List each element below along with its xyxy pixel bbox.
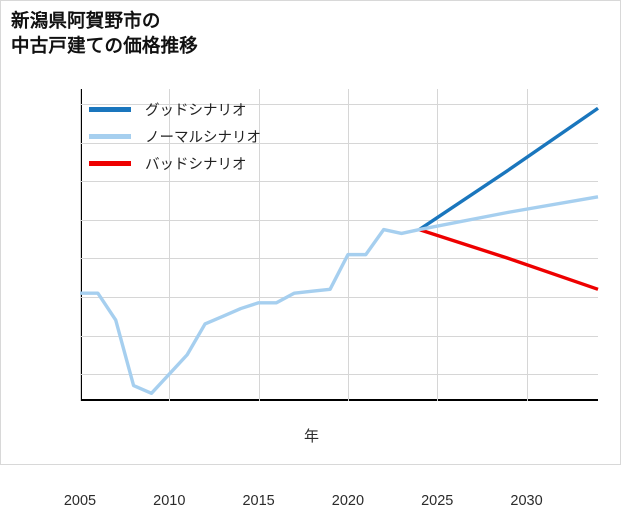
- gridline-horizontal: [80, 258, 598, 260]
- chart-title-line-1: 新潟県阿賀野市の: [11, 10, 161, 31]
- series-line-bad: [418, 227, 599, 291]
- gridline-vertical: [526, 89, 528, 401]
- x-tick-label: 2020: [331, 493, 365, 509]
- y-axis-label-suffix: ) 単価 (万円): [0, 98, 1, 181]
- gridline-horizontal: [80, 374, 598, 376]
- gridline-horizontal: [80, 335, 598, 337]
- gridline-vertical: [347, 89, 349, 401]
- gridline-horizontal: [80, 219, 598, 221]
- chart-legend: グッドシナリオ ノーマルシナリオ バッドシナリオ: [89, 96, 261, 177]
- x-tick-label: 2030: [510, 493, 543, 509]
- series-line-normal: [80, 195, 599, 395]
- y-axis-label: 坪 (3.3m2) 単価 (万円): [0, 98, 2, 245]
- legend-color-swatch: [89, 161, 131, 166]
- gridline-vertical: [258, 89, 260, 401]
- x-tick-label: 2015: [242, 493, 275, 509]
- legend-item-label: バッドシナリオ: [145, 157, 247, 173]
- plot-frame: [80, 89, 598, 401]
- gridline-vertical: [80, 89, 81, 401]
- chart-series-svg: [80, 106, 599, 395]
- legend-item[interactable]: グッドシナリオ: [89, 96, 261, 123]
- legend-color-swatch: [89, 107, 131, 112]
- gridline-horizontal: [80, 104, 598, 106]
- series-line-good: [418, 106, 599, 232]
- chart-title: 新潟県阿賀野市の 中古戸建ての価格推移: [11, 9, 511, 59]
- legend-item-label: グッドシナリオ: [145, 103, 247, 119]
- chart-title-line-2: 中古戸建ての価格推移: [11, 34, 199, 56]
- gridline-horizontal: [80, 142, 598, 144]
- x-tick-label: 2025: [421, 493, 454, 509]
- x-tick-label: 2005: [63, 493, 97, 509]
- gridline-vertical: [437, 89, 439, 401]
- legend-item[interactable]: バッドシナリオ: [89, 150, 261, 177]
- x-tick-label: 2010: [153, 493, 186, 509]
- gridline-horizontal: [80, 181, 598, 183]
- x-axis-label: 年: [303, 428, 319, 445]
- legend-color-swatch: [89, 134, 131, 139]
- y-axis-label-prefix: 坪 (3.3m: [0, 187, 1, 245]
- gridline-horizontal: [80, 297, 598, 298]
- legend-item[interactable]: ノーマルシナリオ: [89, 123, 261, 150]
- gridline-vertical: [169, 89, 171, 401]
- legend-item-label: ノーマルシナリオ: [145, 130, 261, 146]
